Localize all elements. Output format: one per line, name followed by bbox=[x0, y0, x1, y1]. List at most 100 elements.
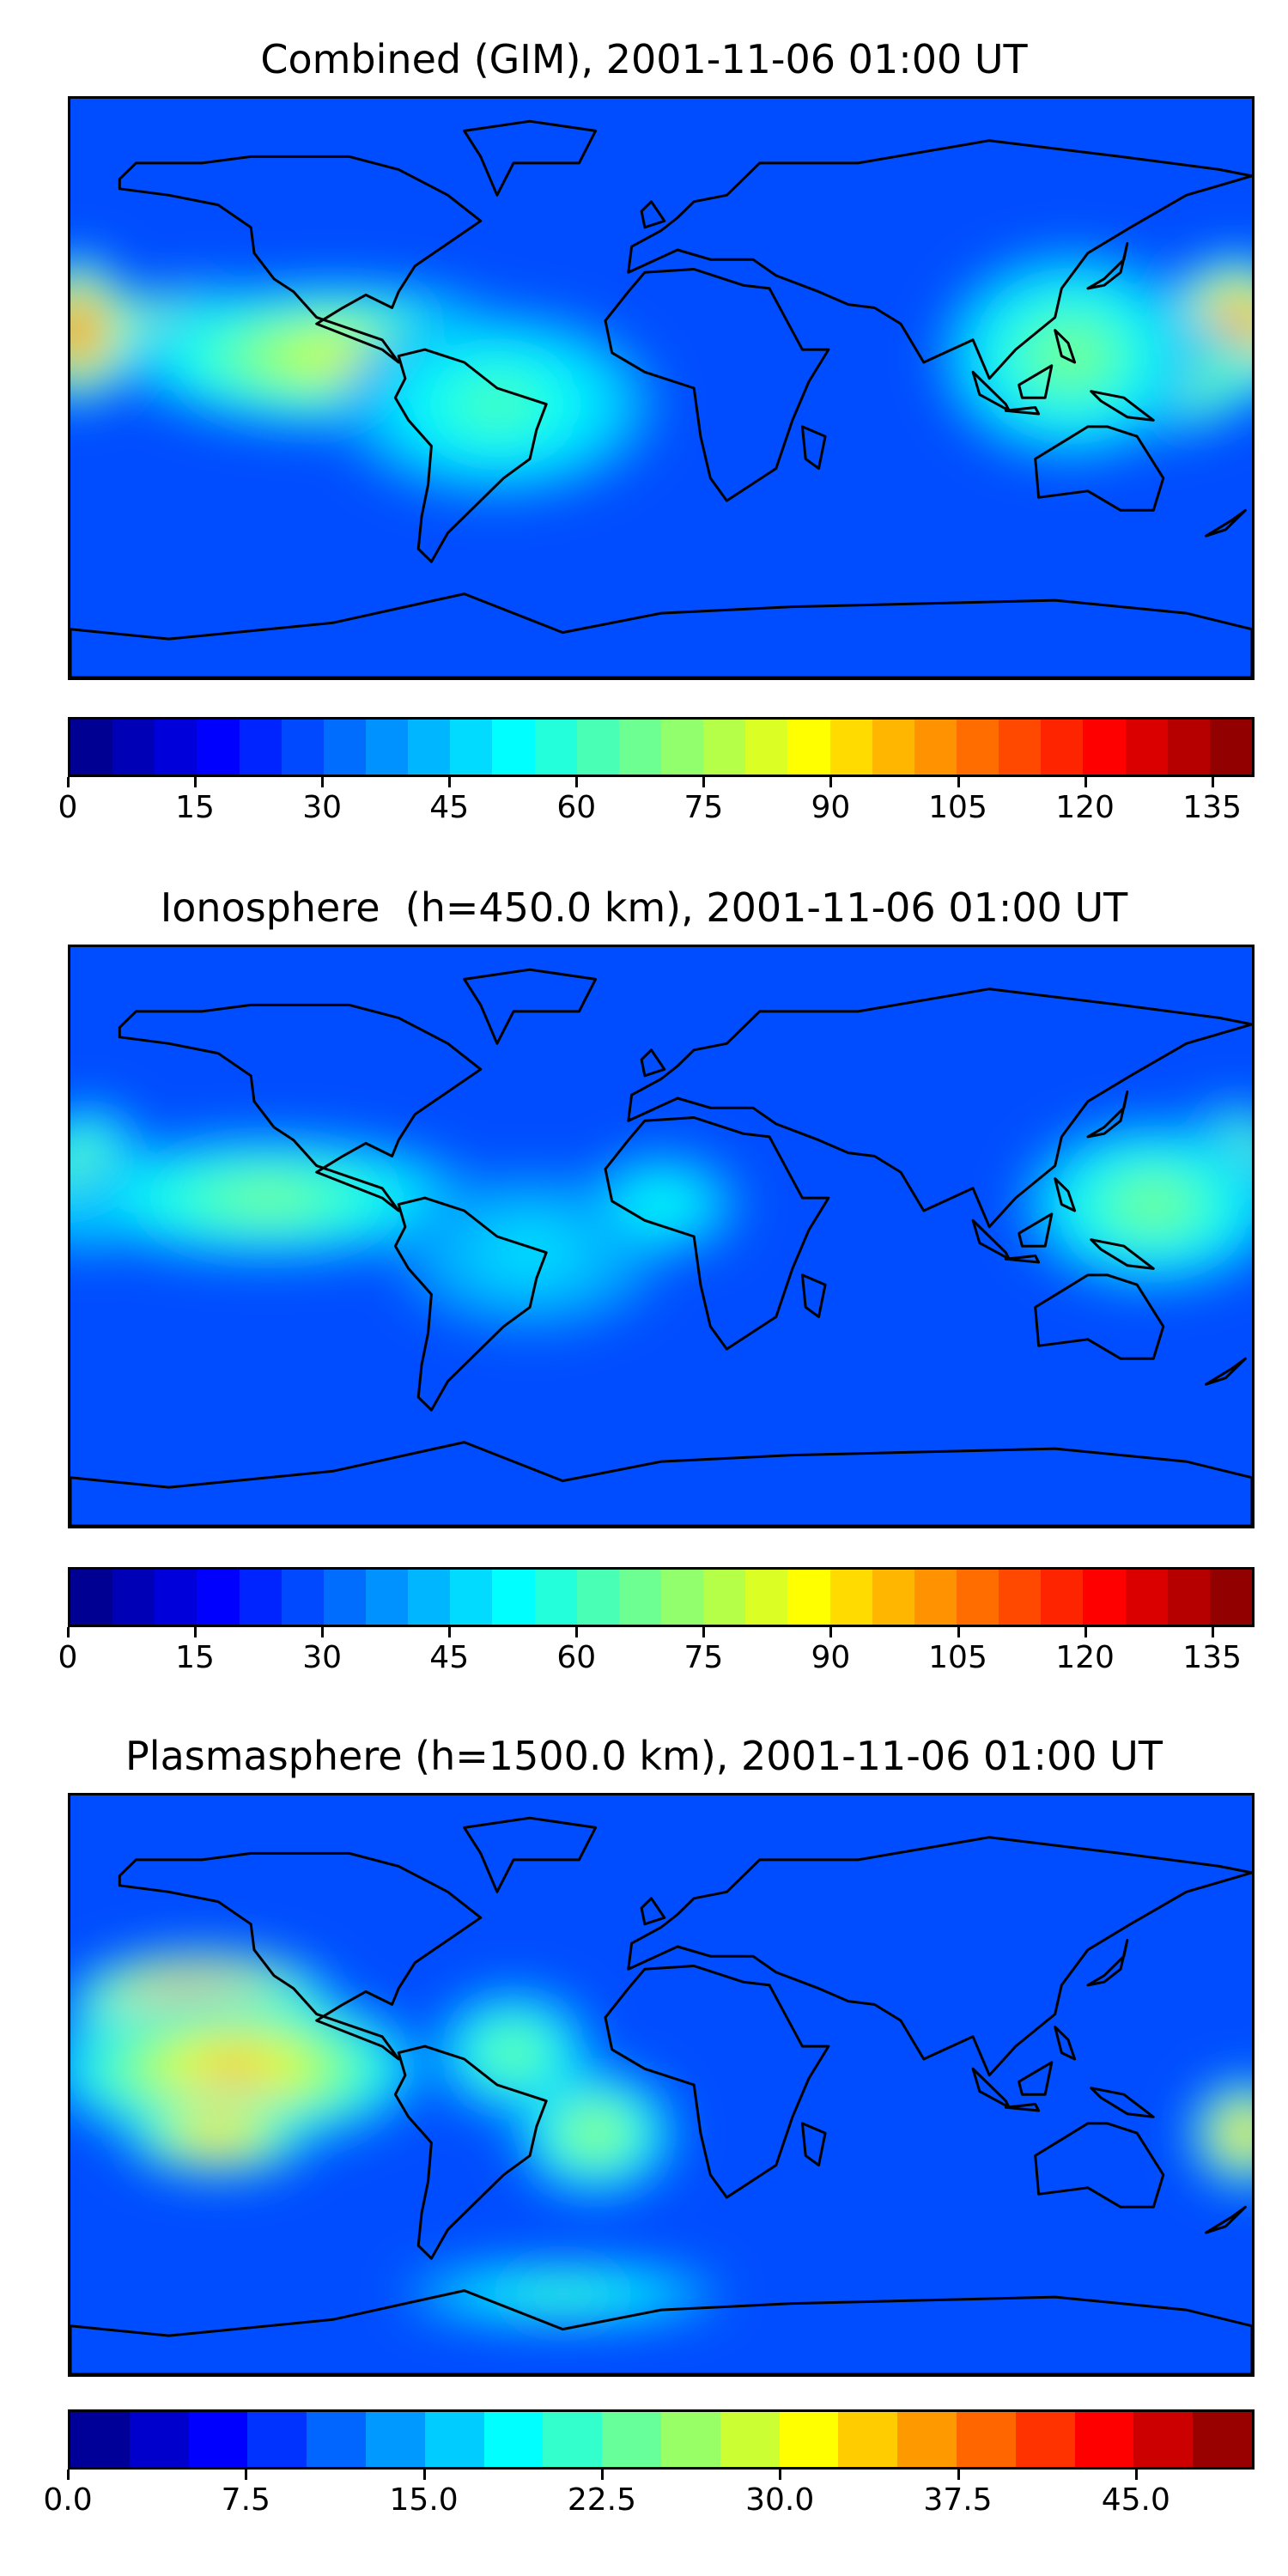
colorbar-tick bbox=[422, 2470, 426, 2480]
colorbar-segment bbox=[483, 2412, 544, 2467]
colorbar-tick bbox=[194, 777, 197, 787]
coastline bbox=[1034, 2122, 1165, 2208]
colorbar-segment bbox=[70, 720, 113, 775]
colorbar-segment bbox=[703, 720, 746, 775]
colorbar-segment bbox=[365, 720, 409, 775]
colorbar-segment bbox=[365, 2412, 425, 2467]
coastline bbox=[393, 2044, 548, 2260]
colorbar-tick-label: 45 bbox=[429, 1640, 470, 1675]
coastline bbox=[70, 2289, 1252, 2374]
coastline bbox=[1018, 1212, 1054, 1248]
colorbar-tick bbox=[1134, 2470, 1138, 2480]
colorbar-segment bbox=[239, 1570, 282, 1625]
colorbar-segment bbox=[1015, 2412, 1075, 2467]
coastline bbox=[1018, 2061, 1054, 2096]
colorbar-segment bbox=[323, 1570, 366, 1625]
colorbar-segment bbox=[281, 1570, 324, 1625]
colorbar-tick-label: 30 bbox=[302, 1640, 343, 1675]
colorbar-tick-label: 60 bbox=[556, 790, 597, 825]
coastline bbox=[800, 2122, 827, 2167]
colorbar-tick bbox=[957, 777, 960, 787]
colorbar-segment bbox=[1083, 720, 1126, 775]
coastline bbox=[1086, 242, 1129, 290]
colorbar-segment bbox=[999, 1570, 1042, 1625]
colorbar-segment bbox=[914, 1570, 957, 1625]
colorbar-tick-label: 22.5 bbox=[567, 2482, 636, 2518]
colorbar-segment bbox=[787, 1570, 830, 1625]
tec-hotspot bbox=[1235, 2123, 1252, 2144]
coastline bbox=[800, 1273, 827, 1319]
colorbar-segment bbox=[897, 2412, 957, 2467]
coastline bbox=[1004, 1255, 1041, 1264]
colorbar-ionosphere bbox=[68, 1567, 1255, 1627]
colorbar-segment bbox=[1167, 1570, 1210, 1625]
colorbar-segment bbox=[660, 720, 704, 775]
coastline bbox=[118, 1851, 483, 2061]
colorbar-segment bbox=[365, 1570, 409, 1625]
tec-map-svg bbox=[70, 1795, 1252, 2374]
colorbar-tick-label: 0 bbox=[58, 790, 78, 825]
colorbar-tick-label: 37.5 bbox=[923, 2482, 993, 2518]
coastline bbox=[604, 268, 830, 502]
colorbar-segment bbox=[155, 720, 197, 775]
colorbar-tick bbox=[702, 1627, 706, 1637]
colorbar-segment bbox=[829, 1570, 872, 1625]
colorbar-tick-label: 30 bbox=[302, 790, 343, 825]
coastline bbox=[1205, 2205, 1247, 2234]
colorbar-segment bbox=[1209, 720, 1252, 775]
panel-title-ionosphere: Ionosphere (h=450.0 km), 2001-11-06 01:0… bbox=[160, 884, 1128, 931]
colorbar-segment bbox=[492, 1570, 535, 1625]
colorbar-tick bbox=[575, 777, 579, 787]
coastline bbox=[118, 1003, 483, 1212]
coastline bbox=[1034, 1273, 1165, 1360]
colorbar-tick-label: 15.0 bbox=[389, 2482, 459, 2518]
colorbar-segment bbox=[745, 720, 788, 775]
coastline bbox=[627, 987, 1252, 1229]
coastline bbox=[1054, 329, 1077, 364]
colorbar-tick bbox=[1211, 1627, 1214, 1637]
colorbar-segment bbox=[188, 2412, 248, 2467]
colorbar-segment bbox=[720, 2412, 780, 2467]
map-combined bbox=[68, 96, 1255, 680]
coastline bbox=[1086, 1939, 1129, 1987]
colorbar-segment bbox=[450, 1570, 493, 1625]
colorbar-tick bbox=[829, 1627, 833, 1637]
panel-title-combined: Combined (GIM), 2001-11-06 01:00 UT bbox=[260, 36, 1028, 82]
colorbar-tick bbox=[957, 2470, 960, 2480]
colorbar-segment bbox=[112, 720, 155, 775]
colorbar-tick bbox=[575, 1627, 579, 1637]
colorbar-tick-label: 90 bbox=[811, 1640, 851, 1675]
colorbar-tick-label: 135 bbox=[1182, 790, 1242, 825]
colorbar-tick-label: 60 bbox=[556, 1640, 597, 1675]
coastline bbox=[1004, 406, 1041, 416]
colorbar-tick bbox=[779, 2470, 782, 2480]
colorbar-tick-label: 15 bbox=[175, 790, 215, 825]
coastline bbox=[1034, 425, 1165, 512]
colorbar-tick-label: 105 bbox=[928, 1640, 987, 1675]
colorbar-segment bbox=[999, 720, 1042, 775]
coastline bbox=[70, 1441, 1252, 1526]
colorbar-tick bbox=[957, 1627, 960, 1637]
colorbar-segment bbox=[745, 1570, 788, 1625]
colorbar-segment bbox=[660, 2412, 720, 2467]
colorbar-tick bbox=[321, 777, 325, 787]
colorbar-segment bbox=[956, 1570, 999, 1625]
colorbar-segment bbox=[872, 1570, 914, 1625]
colorbar-segment bbox=[534, 1570, 577, 1625]
colorbar-segment bbox=[956, 720, 999, 775]
colorbar-tick bbox=[1084, 777, 1087, 787]
colorbar-segment bbox=[956, 2412, 1016, 2467]
colorbar-segment bbox=[618, 720, 661, 775]
colorbar-tick bbox=[448, 1627, 452, 1637]
colorbar-segment bbox=[703, 1570, 746, 1625]
tec-hotspot bbox=[225, 1185, 310, 1211]
colorbar-segment bbox=[829, 720, 872, 775]
colorbar-segment bbox=[408, 1570, 451, 1625]
colorbar-segment bbox=[576, 720, 619, 775]
colorbar-tick-label: 45 bbox=[429, 790, 470, 825]
coastline bbox=[1205, 508, 1247, 538]
colorbar-segment bbox=[197, 1570, 240, 1625]
colorbar-segment bbox=[70, 2412, 130, 2467]
colorbar-tick bbox=[67, 777, 70, 787]
coastline bbox=[640, 1048, 666, 1078]
